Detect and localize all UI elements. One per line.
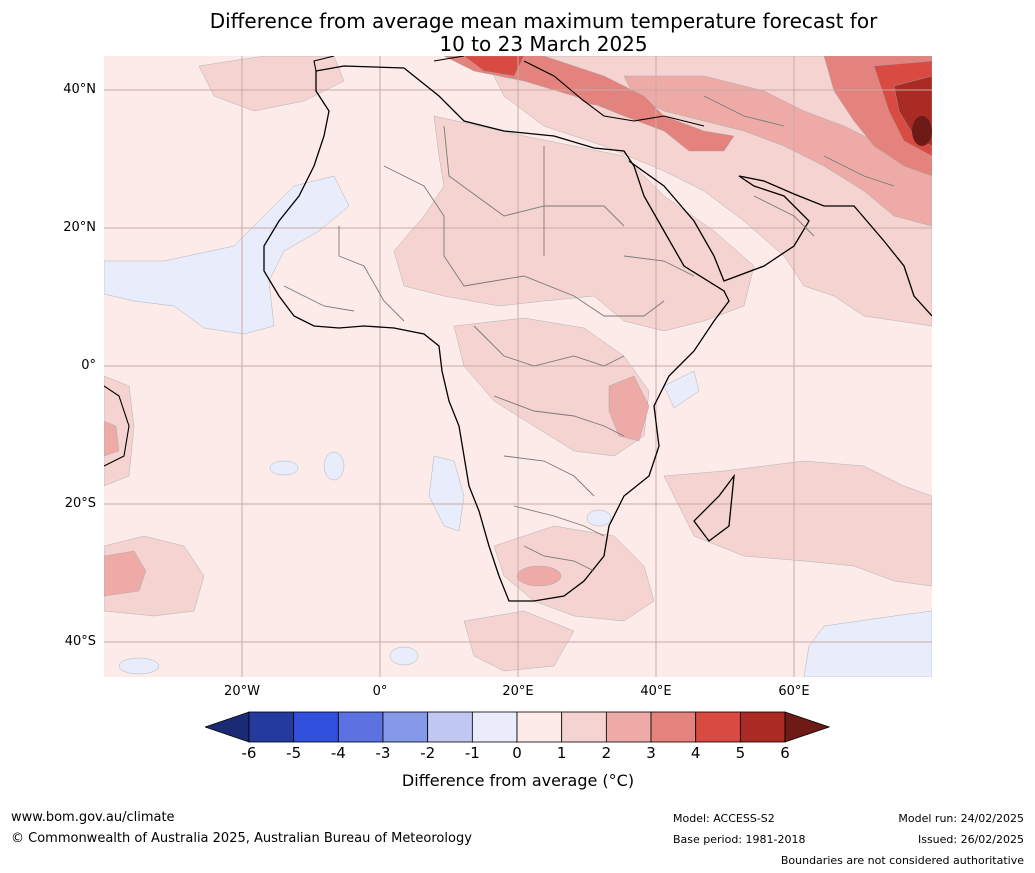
cool-region-east-africa bbox=[663, 370, 700, 409]
colorbar-tick-label: 5 bbox=[735, 744, 746, 762]
colorbar-segment bbox=[605, 711, 652, 743]
warm3-region-aegean bbox=[578, 86, 620, 106]
chart-title-line2: 10 to 23 March 2025 bbox=[439, 32, 648, 56]
west-coast-extra bbox=[104, 385, 130, 467]
colorbar-label: Difference from average (°C) bbox=[401, 771, 635, 790]
warm4-region-balkans bbox=[463, 56, 525, 77]
warm-region-central-africa bbox=[453, 317, 650, 457]
warm3-region-turkey bbox=[443, 56, 735, 152]
cool-region-small-4 bbox=[586, 509, 612, 527]
africa-coastline bbox=[263, 65, 730, 602]
chart-title-line1: Difference from average mean maximum tem… bbox=[209, 9, 878, 33]
warm-region-atlantic-north bbox=[198, 56, 345, 112]
footer-model-run: Model run: 24/02/2025 bbox=[898, 812, 1024, 825]
warm2-region-southern-africa bbox=[516, 565, 562, 587]
colorbar-tick-label: -5 bbox=[286, 744, 302, 762]
forecast-map bbox=[104, 56, 932, 677]
footer-base-period: Base period: 1981-2018 bbox=[673, 833, 806, 846]
lat-label-0: 0° bbox=[81, 358, 96, 373]
colorbar-segment bbox=[739, 711, 786, 743]
cool-region-small-5 bbox=[118, 657, 160, 675]
lon-label-40e: 40°E bbox=[640, 684, 672, 699]
colorbar-segment bbox=[427, 711, 473, 743]
cool-region-small-1 bbox=[269, 460, 299, 476]
lat-label-40n: 40°N bbox=[63, 82, 96, 97]
footer-website: www.bom.gov.au/climate bbox=[11, 810, 175, 825]
footer-issued: Issued: 26/02/2025 bbox=[917, 833, 1024, 846]
colorbar-tick-label: -4 bbox=[330, 744, 346, 762]
lon-label-20w: 20°W bbox=[224, 684, 260, 699]
colorbar-segments bbox=[248, 711, 786, 743]
colorbar-under-arrow bbox=[205, 711, 250, 743]
colorbar-tick-label: 4 bbox=[690, 744, 701, 762]
colorbar-segment bbox=[471, 711, 518, 743]
colorbar-segment bbox=[516, 711, 563, 743]
warm-region-southern-africa bbox=[493, 525, 655, 622]
colorbar-tick-label: -3 bbox=[375, 744, 391, 762]
colorbar-segment bbox=[561, 711, 607, 743]
colorbar-tick-label: -2 bbox=[420, 744, 436, 762]
warm-region-south-africa-south bbox=[463, 610, 575, 672]
madagascar-coastline bbox=[693, 473, 735, 542]
colorbar-tick-label: -1 bbox=[464, 744, 480, 762]
colorbar-tick-label: -6 bbox=[241, 744, 257, 762]
warm2-region-arabia-north bbox=[623, 75, 932, 227]
cool-region-small-2 bbox=[323, 451, 345, 481]
colorbar-segment bbox=[650, 711, 697, 743]
colorbar-tick-label: 2 bbox=[601, 744, 612, 762]
colorbar-segment bbox=[293, 711, 339, 743]
map-svg bbox=[104, 56, 932, 677]
colorbar-segment bbox=[248, 711, 295, 743]
lon-label-20e: 20°E bbox=[502, 684, 534, 699]
colorbar-segment bbox=[695, 711, 741, 743]
colorbar bbox=[205, 711, 830, 743]
mediterranean-north-coast bbox=[313, 56, 705, 127]
colorbar-segment bbox=[337, 711, 384, 743]
warm2-region-east-africa bbox=[608, 375, 650, 442]
footer-model: Model: ACCESS-S2 bbox=[673, 812, 775, 825]
colorbar-tick-label: 3 bbox=[646, 744, 656, 762]
cool-region-small-3 bbox=[389, 646, 419, 666]
lon-label-60e: 60°E bbox=[778, 684, 810, 699]
warm-region-west-coast bbox=[104, 375, 135, 487]
colorbar-tick-label: 1 bbox=[556, 744, 567, 762]
cool-region-west-atlantic bbox=[104, 175, 350, 335]
cool-region-south-indian bbox=[803, 610, 932, 677]
colorbar-over-arrow bbox=[784, 711, 830, 743]
colorbar-tick-label: 0 bbox=[512, 744, 522, 762]
lat-label-20n: 20°N bbox=[63, 220, 96, 235]
warm6-region-hotspot bbox=[912, 116, 932, 146]
cool-region-south-atlantic bbox=[428, 455, 465, 532]
lon-label-0: 0° bbox=[372, 684, 388, 699]
gridlines bbox=[104, 56, 932, 677]
warm2-region-south-atlantic bbox=[104, 550, 147, 597]
lat-label-20s: 20°S bbox=[64, 496, 96, 511]
colorbar-segment bbox=[382, 711, 429, 743]
warm-region-south-indian bbox=[663, 460, 932, 587]
colorbar-tick-label: 6 bbox=[780, 744, 790, 762]
arabia-coastline bbox=[628, 160, 932, 317]
warm2-region-west-coast bbox=[104, 420, 120, 457]
warm-region-north-africa bbox=[393, 115, 755, 332]
country-borders bbox=[283, 95, 895, 572]
lat-label-40s: 40°S bbox=[64, 634, 96, 649]
footer-disclaimer: Boundaries are not considered authoritat… bbox=[780, 854, 1024, 867]
footer-copyright: © Commonwealth of Australia 2025, Austra… bbox=[11, 831, 472, 846]
